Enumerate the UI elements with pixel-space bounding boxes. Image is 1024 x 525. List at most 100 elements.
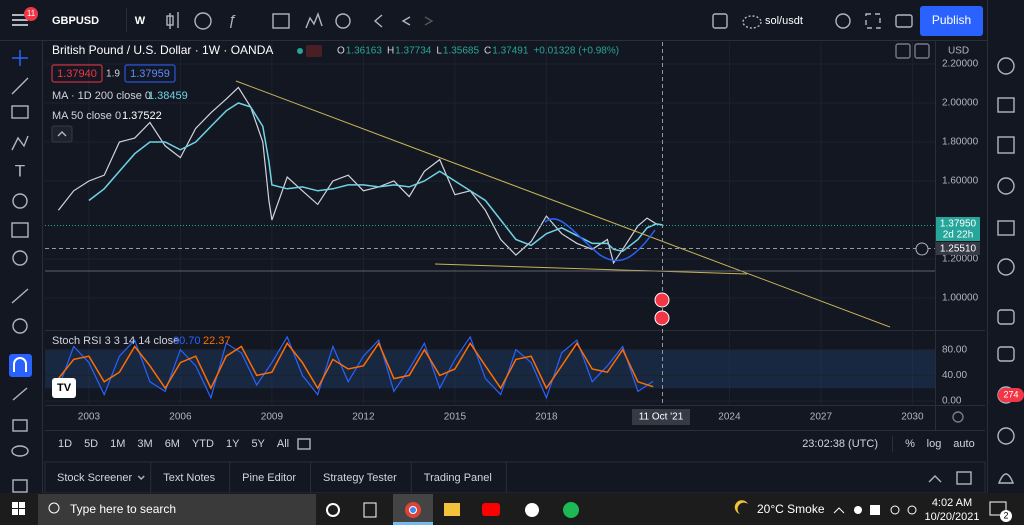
chat-icon[interactable] (997, 346, 1015, 362)
menu-button[interactable] (12, 14, 28, 26)
range-button[interactable]: 3M (137, 438, 152, 450)
badge (24, 7, 38, 21)
tab[interactable]: Stock Screener (57, 472, 133, 484)
sell-button[interactable] (51, 64, 103, 83)
fib-icon[interactable] (11, 105, 29, 119)
notifications-icon[interactable] (997, 473, 1015, 484)
weather-icon (734, 500, 748, 514)
tray-arrow[interactable] (833, 507, 845, 514)
snapshot-icon[interactable] (895, 14, 913, 28)
add-indicator-icon[interactable] (194, 12, 212, 30)
cloud-icon[interactable] (742, 15, 762, 29)
logo-mark: TV (57, 382, 72, 394)
buy-price[interactable]: 1.37959 (130, 68, 170, 80)
tray-icon (854, 506, 862, 514)
sell-price[interactable]: 1.37940 (57, 68, 97, 80)
auto-toggle[interactable]: auto (953, 438, 974, 450)
lock-icon[interactable] (12, 419, 28, 432)
range-button[interactable]: 5Y (251, 438, 265, 450)
settings-icon[interactable] (835, 13, 851, 29)
trash-icon[interactable] (12, 479, 28, 493)
tray-icon (870, 505, 880, 515)
collapse-button[interactable] (51, 125, 73, 143)
maximize-icon[interactable] (956, 471, 972, 485)
event-marker[interactable] (654, 310, 670, 326)
calendar-icon[interactable] (997, 136, 1015, 154)
notification-icon[interactable] (989, 501, 1007, 516)
spotify-icon[interactable] (563, 502, 579, 518)
range-button[interactable]: 6M (165, 438, 180, 450)
last-price: 1.37950 (940, 219, 977, 230)
goto-date-icon[interactable] (297, 438, 311, 450)
compare-icon[interactable] (305, 11, 323, 29)
interval[interactable]: W (135, 15, 146, 27)
alert-icon[interactable] (335, 13, 351, 29)
buy-button[interactable] (124, 64, 176, 83)
alarm-icon[interactable] (997, 57, 1015, 75)
refresh-icon[interactable] (914, 43, 930, 59)
broadcast-icon[interactable] (997, 427, 1015, 445)
redo-icon[interactable] (424, 16, 434, 26)
y-tick-label: 1.20000 (942, 254, 979, 265)
candle-type-button[interactable] (166, 12, 179, 29)
undo-icon[interactable] (401, 16, 411, 26)
symbol[interactable]: GBPUSD (52, 15, 99, 27)
indicators-icon[interactable]: ƒ (228, 12, 236, 29)
pencil-icon[interactable] (12, 387, 28, 401)
currency[interactable]: USD (948, 46, 969, 57)
clock-icon[interactable] (997, 177, 1015, 195)
eye-icon[interactable] (11, 445, 29, 457)
task-view-icon[interactable] (363, 502, 377, 518)
range-button[interactable]: All (277, 438, 289, 450)
cortana-icon[interactable] (326, 503, 340, 517)
start-button[interactable] (12, 502, 25, 515)
watchlist-icon[interactable] (997, 97, 1015, 113)
collapse-icon[interactable] (928, 475, 942, 483)
explorer-icon[interactable] (444, 503, 460, 516)
icons-tool[interactable] (12, 250, 28, 266)
chart-icon[interactable] (272, 13, 290, 29)
icon (19, 502, 25, 508)
tab[interactable]: Pine Editor (242, 472, 296, 484)
forecast-icon[interactable] (11, 222, 29, 238)
x-tick-label: 2024 (718, 412, 741, 423)
log-toggle[interactable]: log (927, 438, 942, 450)
fullscreen-icon[interactable] (865, 13, 881, 29)
publish-button[interactable] (920, 6, 983, 36)
layout-name[interactable]: sol/usdt (765, 15, 803, 27)
logo (52, 378, 76, 398)
range-button[interactable]: 1D (58, 438, 72, 450)
settings-icon[interactable] (952, 411, 964, 423)
tab[interactable]: Trading Panel (424, 472, 492, 484)
search-placeholder[interactable]: Type here to search (70, 502, 176, 516)
chat-icon[interactable] (997, 309, 1015, 325)
event-marker[interactable] (654, 292, 670, 308)
data-icon[interactable] (997, 220, 1015, 236)
layout-icon[interactable] (712, 13, 728, 29)
tab[interactable]: Text Notes (163, 472, 215, 484)
ruler-icon[interactable] (11, 288, 29, 304)
add-button[interactable] (915, 242, 929, 256)
clock-date[interactable]: 10/20/2021 (924, 511, 979, 523)
search-box[interactable] (38, 494, 316, 525)
pattern-icon[interactable] (11, 135, 29, 151)
clock-time[interactable]: 4:02 AM (932, 497, 972, 509)
pattern-icon[interactable] (12, 193, 28, 209)
settings-app-icon[interactable] (525, 503, 539, 517)
zoom-icon[interactable] (12, 318, 28, 334)
publish-label[interactable]: Publish (932, 13, 971, 27)
bulb-icon[interactable] (997, 258, 1015, 276)
tab[interactable]: Strategy Tester (323, 472, 397, 484)
download-icon[interactable] (895, 43, 911, 59)
range-button[interactable]: 1M (110, 438, 125, 450)
weather[interactable]: 20°C Smoke (757, 502, 825, 516)
chart-area[interactable]: 1.00000 1.20000 1.60000 1.80000 2.00000 2.200… (45, 42, 979, 423)
youtube-icon[interactable] (482, 503, 500, 516)
range-button[interactable]: 1Y (226, 438, 240, 450)
text-tool-icon[interactable]: T (15, 161, 25, 180)
percent-toggle[interactable]: % (905, 438, 915, 450)
replay-icon[interactable] (373, 14, 383, 28)
range-button[interactable]: YTD (192, 438, 214, 450)
range-button[interactable]: 5D (84, 438, 98, 450)
trendline-icon[interactable] (11, 77, 29, 95)
